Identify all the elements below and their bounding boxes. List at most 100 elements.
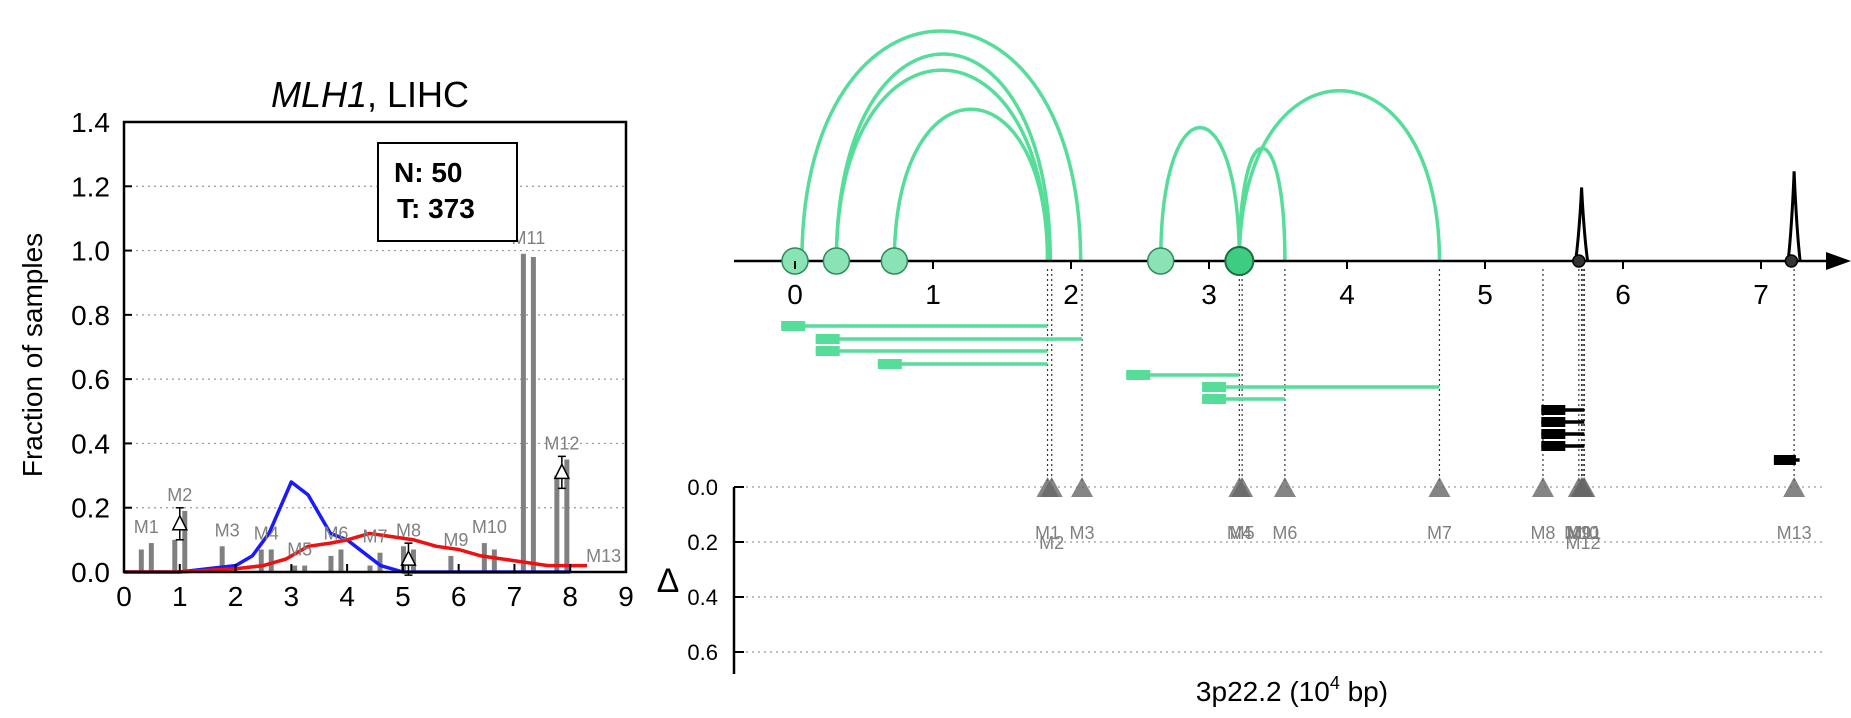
y-tick-label: 1.4 [71,107,110,138]
bar [148,543,154,572]
genome-axis-label: 3p22.2 (104 bp) [1196,673,1388,707]
y-tick-label: 0.8 [71,300,110,331]
xlabel-main: 3p22.2 (10 [1196,676,1330,707]
stats-t: T: 373 [397,193,475,224]
x-tick-label: 9 [618,581,634,612]
bar [491,549,497,572]
delta-triangle [1531,477,1554,497]
stats-n: N: 50 [394,157,462,188]
xlabel-sup: 4 [1330,673,1340,693]
genome-tick-label: 5 [1477,279,1493,310]
left-gridlines [124,185,626,509]
plot-frame [122,120,628,574]
module-label: M3 [1070,523,1095,543]
y-axis-label: Fraction of samples [17,233,48,477]
x-tick-label: 1 [172,581,188,612]
left-lines [124,480,587,574]
left-bar-chart: MLH1, LIHC Fraction of samples M1 M2 M3 M4 M… [17,74,634,612]
y-tick-label: 0.2 [71,493,110,524]
module-label: M13 [586,546,621,566]
title-gene: MLH1 [271,74,367,115]
module-label: M5 [1230,523,1255,543]
x-tick-label: 4 [339,581,355,612]
splice-arc [1158,126,1242,262]
isoform-tracks [781,321,1800,465]
y-tick-label: 0.0 [71,557,110,588]
bar [219,546,225,572]
y-tick-label: 1.0 [71,236,110,267]
delta-triangle [1273,477,1296,497]
module-label: M2 [1039,533,1064,553]
genome-ticks: 0 1 2 3 4 5 6 7 [787,261,1769,310]
bar [138,549,144,572]
left-ticks: 0.0 0.2 0.4 0.6 0.8 1.0 1.2 1.4 0 1 2 3 4 5 6 7 8 9 [71,107,634,612]
y-tick-label: 0.6 [71,364,110,395]
exon-circle [822,247,851,275]
exon-circle [1224,246,1255,276]
genome-tick-label: 6 [1615,279,1631,310]
bar [554,475,560,572]
exon-circle [880,247,909,275]
module-label: M9 [1566,523,1591,543]
bar [530,257,536,572]
module-label: M6 [1272,523,1297,543]
x-tick-label: 5 [395,581,411,612]
delta-axis-label: Δ [657,562,680,600]
xlabel-end: bp) [1340,676,1388,707]
module-label: M8 [396,520,421,540]
junction-peak [1574,187,1590,262]
module-label: M1 [134,517,159,537]
module-label: M4 [254,524,279,544]
x-tick-label: 2 [228,581,244,612]
module-label: M2 [167,485,192,505]
bar [448,555,454,572]
module-label: M4 [1227,523,1252,543]
splice-arc [834,52,1053,262]
module-label: M11 [512,228,546,248]
delta-triangle [1783,477,1806,497]
red-series-line [124,531,587,574]
delta-tick-label: 0.0 [687,475,718,500]
genome-tick-label: 2 [1063,279,1079,310]
genome-tick-label: 1 [925,279,941,310]
module-label: M9 [443,530,468,550]
delta-tick-label: 0.2 [687,530,718,555]
bar [328,555,334,572]
delta-triangle [1428,477,1451,497]
module-label: M8 [1530,523,1555,543]
genome-tick-label: 0 [787,279,803,310]
stats-box-frame [377,142,518,242]
module-label: M3 [215,520,240,540]
splice-arcs [800,29,1802,262]
module-label: M13 [1777,523,1812,543]
blue-series-line [124,480,571,574]
genome-tick-label: 4 [1339,279,1355,310]
bar [400,546,406,572]
chart-title: MLH1, LIHC [271,74,469,115]
splice-arc [834,68,1050,262]
bar [292,565,298,572]
junction-peak [1786,171,1802,262]
delta-gridlines [734,486,1826,653]
bar [520,253,526,573]
module-label: M10 [1564,523,1599,543]
module-label: M12 [544,434,579,454]
splice-arc [1237,146,1287,262]
bar [377,552,383,572]
delta-triangle [1571,477,1594,497]
y-tick-label: 0.4 [71,428,110,459]
module-label: M1 [1035,523,1060,543]
module-label: M7 [362,527,387,547]
x-tick-label: 8 [562,581,578,612]
exon-dot [1572,254,1586,268]
bar [338,549,344,572]
exon-circles [781,246,1799,276]
splice-arc [1237,89,1442,262]
splice-arc [800,29,1083,262]
bar [268,549,274,572]
splice-arc [892,107,1050,262]
module-label: M12 [1565,533,1600,553]
exon-dot [1784,254,1799,268]
